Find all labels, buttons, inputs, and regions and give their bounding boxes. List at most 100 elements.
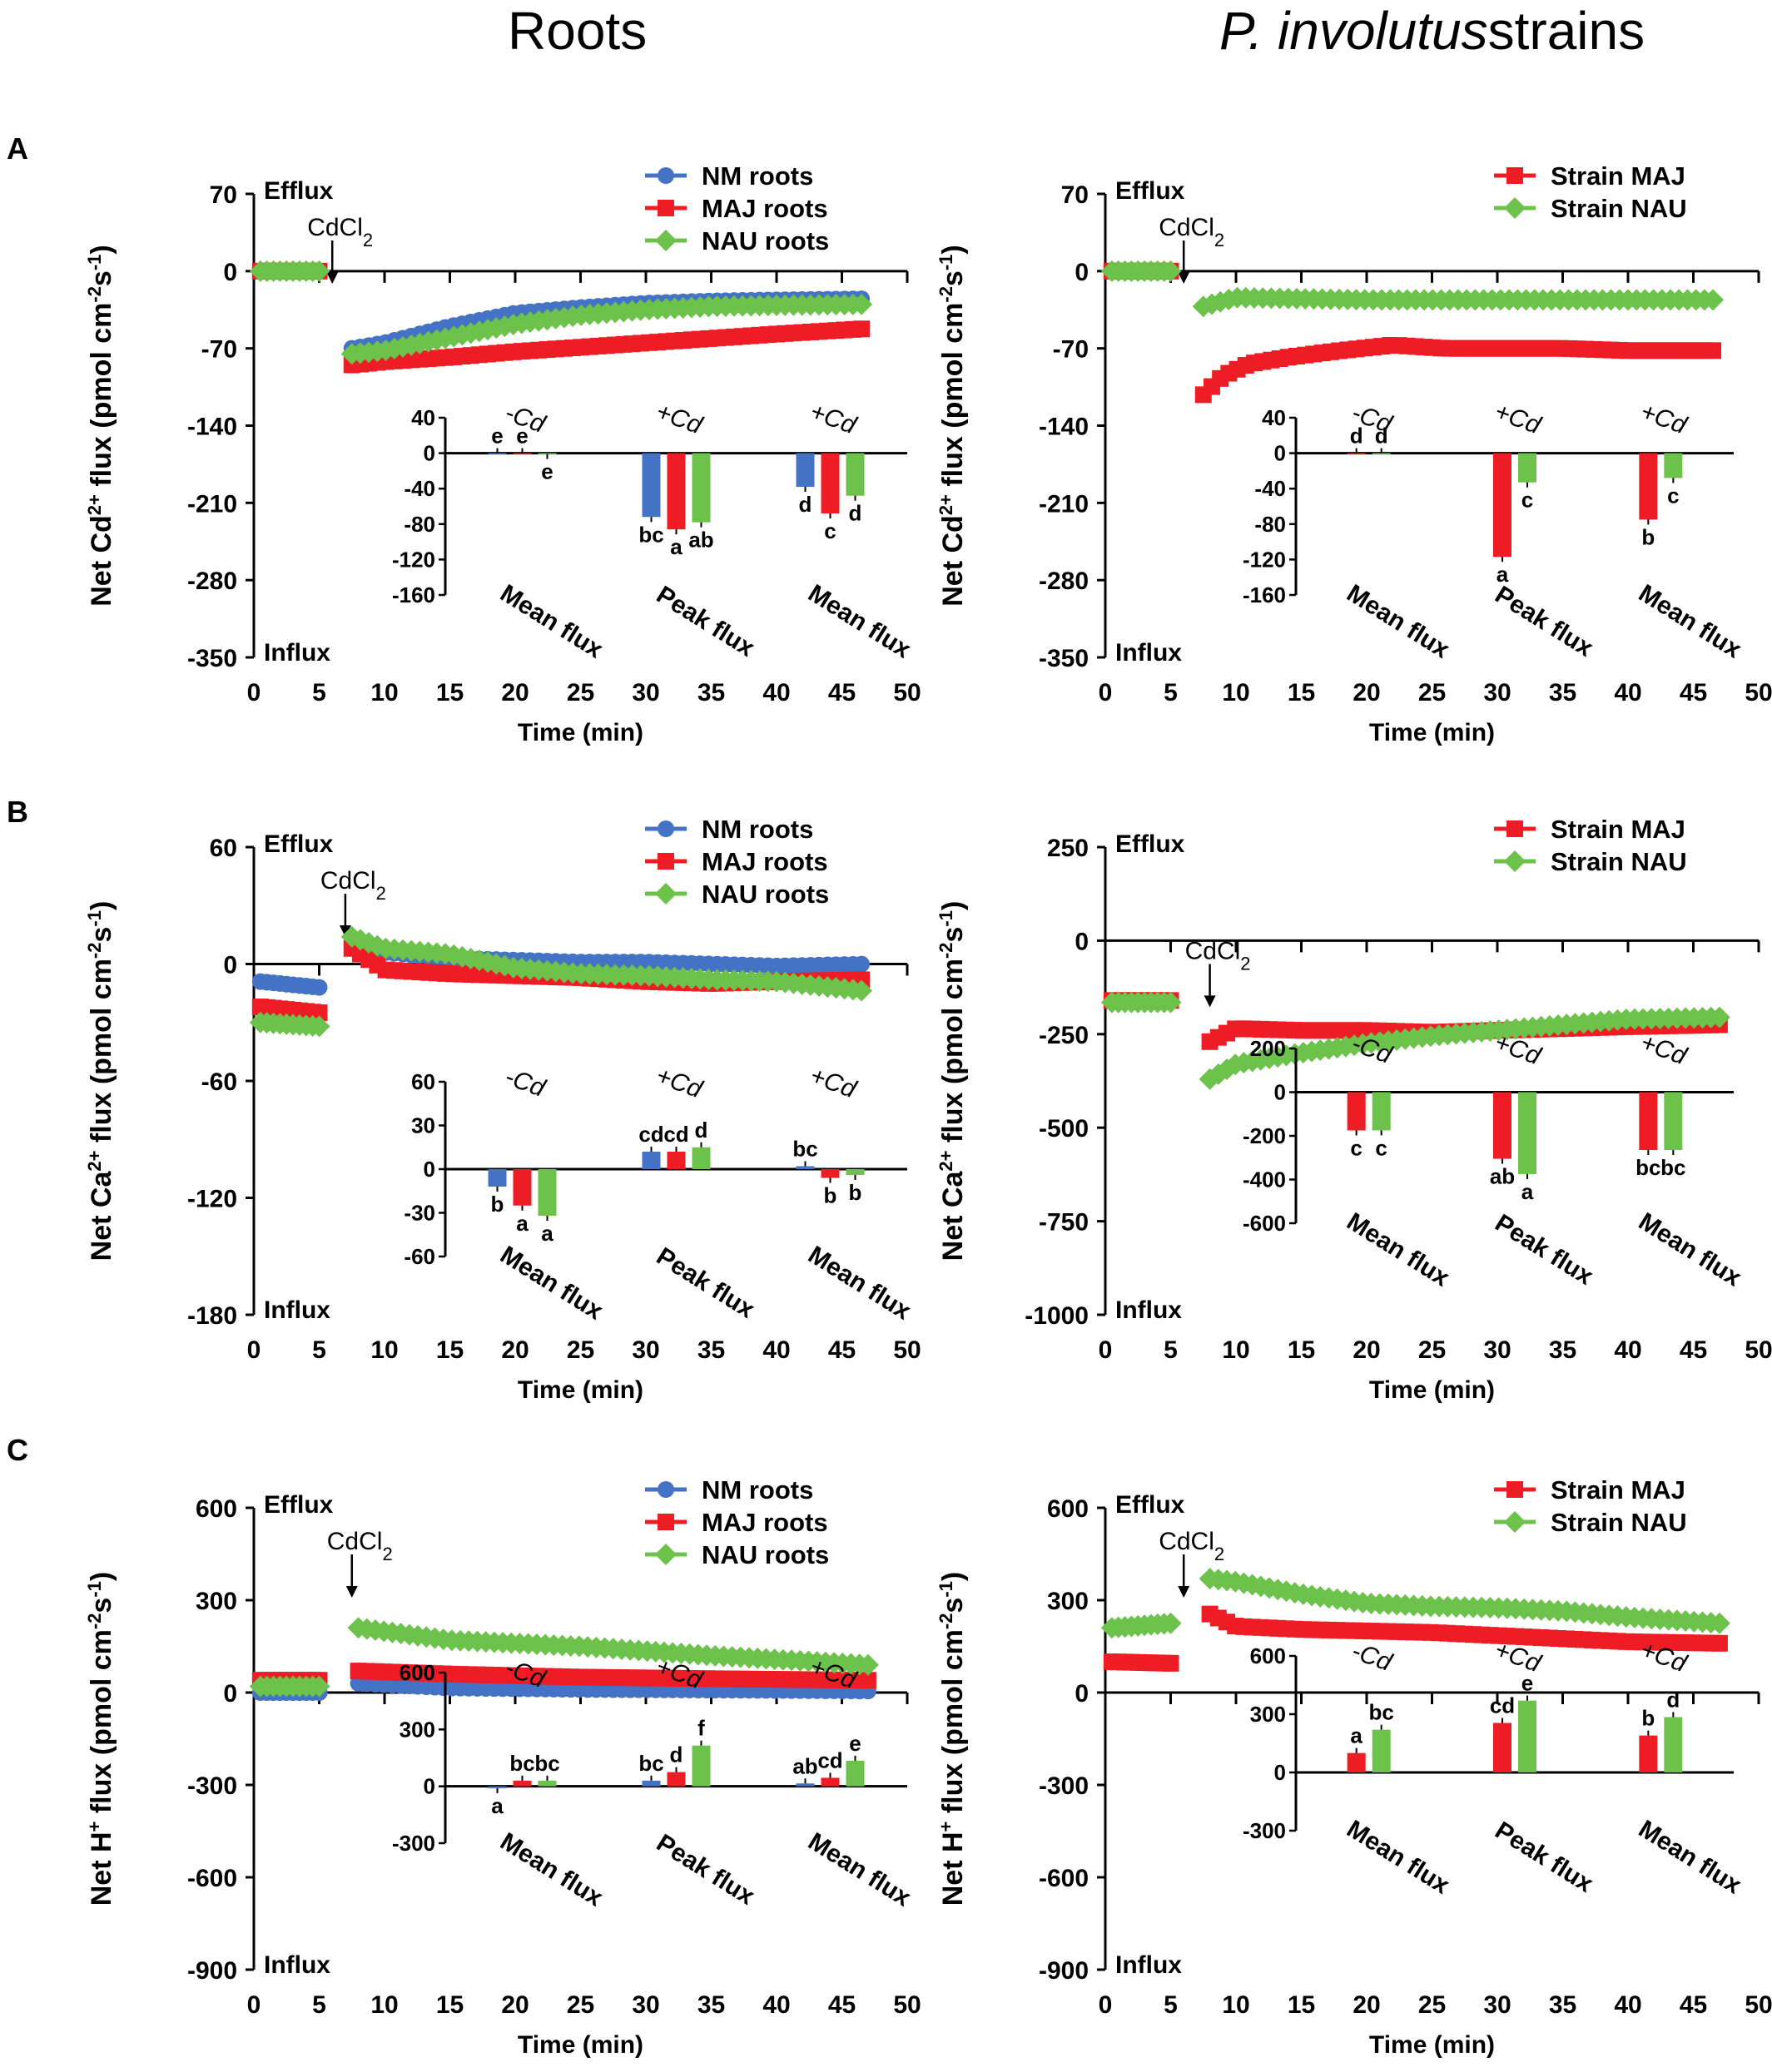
inset-y-tick-label: 600 [1250,1643,1286,1668]
inset-y-tick-label: -30 [404,1201,435,1226]
y-axis-label: Net Cd2+ flux (pmol cm-2s-1) [84,245,118,607]
x-tick-label: 50 [893,1991,921,2019]
inset-y-tick-label: 300 [1250,1702,1286,1727]
data-point [1708,1612,1730,1634]
inset-significance-letter: cd [663,1122,688,1147]
legend-entry: NM roots [702,161,813,191]
inset-significance-letter: ab [688,528,713,553]
y-tick-label: -70 [1053,336,1089,364]
efflux-label: Efflux [1115,177,1185,205]
legend-marker [655,230,677,251]
inset-y-tick-label: 40 [411,405,435,430]
inset-y-tick-label: 0 [424,1774,435,1799]
x-axis-label: Time (min) [1369,1376,1495,1404]
inset-bar [538,1169,557,1216]
efflux-label: Efflux [1115,1491,1185,1519]
inset-y-tick-label: 0 [1274,441,1286,466]
legend-entry: Strain MAJ [1551,1475,1685,1504]
x-tick-label: 20 [1353,1991,1380,2019]
x-tick-label: 30 [632,1991,659,2019]
y-tick-label: -280 [187,568,237,595]
legend-marker [658,820,674,837]
inset-significance-letter: bc [509,1751,534,1776]
x-tick-label: 0 [1099,679,1113,706]
efflux-label: Efflux [264,177,334,205]
x-tick-label: 5 [1164,1991,1178,2019]
inset-significance-letter: c [1375,1135,1387,1160]
legend-entry: MAJ roots [702,847,828,876]
inset-significance-letter: a [1497,562,1509,587]
x-tick-label: 20 [1353,1336,1380,1364]
y-tick-label: 60 [210,835,237,862]
y-axis-label-part: -2 [84,942,105,959]
inset-category-label: Mean flux [803,1827,916,1911]
inset-bar [846,1760,865,1787]
series-strain-nau [1100,1568,1730,1639]
inset-significance-letter: a [491,1793,504,1818]
y-axis-label-part: s [937,927,969,943]
y-axis-label-part: -1 [936,910,956,927]
legend-entry: NAU roots [702,226,829,255]
legend-marker [655,1544,677,1565]
y-tick-label: 0 [1075,928,1089,955]
inset-significance-letter: bc [638,522,663,547]
x-tick-label: 15 [1288,679,1315,706]
cdcl2-subscript: 2 [382,1544,392,1564]
inset-significance-letter: a [541,1221,553,1246]
inset-category-label: Peak flux [652,581,759,662]
inset-significance-letter: a [1521,1179,1534,1204]
y-axis-label-part: s [86,1598,117,1613]
x-tick-label: 40 [1614,1991,1641,2019]
y-tick-label: -280 [1039,568,1089,595]
x-tick-label: 0 [247,679,261,706]
inset-y-tick-label: -120 [392,547,435,572]
y-tick-label: 0 [223,259,237,286]
inset-significance-letter: bc [1636,1155,1660,1180]
inset-significance-letter: e [516,424,528,449]
x-tick-label: 25 [1418,1991,1446,2019]
inset-significance-letter: e [1521,1671,1533,1696]
cdcl2-arrowhead [1178,1586,1190,1598]
inset-y-tick-label: -80 [404,512,435,537]
inset-bar [821,1777,840,1787]
inset-bar [821,453,840,514]
y-tick-label: -120 [187,1186,237,1213]
inset-significance-letter: d [695,1118,708,1143]
efflux-label: Efflux [1115,830,1185,858]
legend-marker [1506,1481,1523,1498]
inset-significance-letter: b [491,1192,504,1217]
x-tick-label: 50 [893,1336,921,1364]
data-point [310,979,328,996]
data-point [1159,991,1182,1014]
data-point [851,979,873,1002]
legend-entry: Strain MAJ [1551,815,1685,844]
inset-bar [1347,453,1366,455]
y-axis-label-part: -2 [84,1613,105,1630]
inset-category-label: Mean flux [803,579,916,663]
inset-group-header: +Cd [1491,398,1545,440]
y-axis-label-part: -1 [84,255,105,271]
x-tick-label: 50 [893,679,921,706]
inset-bar [1518,1092,1536,1174]
y-axis-label-part: + [936,1822,956,1832]
inset-significance-letter: d [670,1742,683,1767]
inset-group-header: -Cd [1348,1637,1397,1677]
legend-marker [658,1481,674,1498]
inset-y-tick-label: 0 [1274,1080,1286,1105]
y-axis-label-part: 2+ [936,494,956,515]
y-tick-label: 0 [1075,259,1089,286]
y-axis-label-part: Net Ca [86,1171,117,1262]
legend-marker [658,200,674,216]
x-tick-label: 30 [1483,1336,1511,1364]
panel-letter-c: C [7,1433,28,1467]
y-axis-label-part: ) [86,245,117,254]
inset-bar [667,453,686,530]
legend-entry: Strain NAU [1551,1508,1687,1537]
x-tick-label: 50 [1745,1336,1772,1364]
y-axis-label-part: 2+ [936,1151,956,1172]
y-tick-label: -210 [1039,490,1089,518]
x-tick-label: 20 [501,1336,529,1364]
cdcl2-subscript: 2 [1214,230,1224,250]
x-tick-label: 5 [312,1336,326,1364]
